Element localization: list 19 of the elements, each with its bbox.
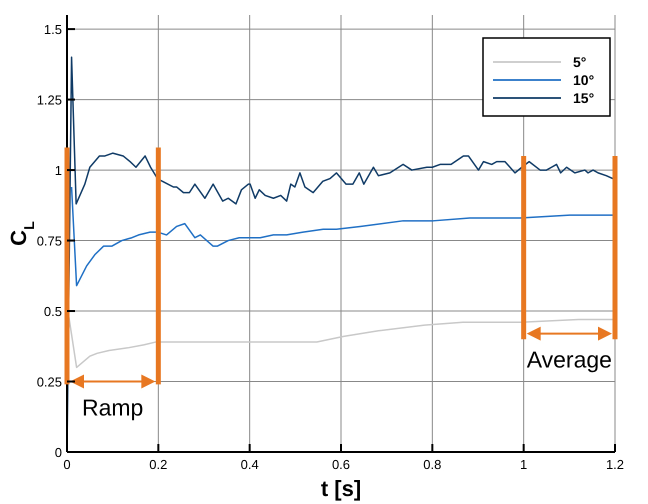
x-tick-label: 0.6	[332, 457, 350, 472]
x-tick-label: 0.2	[149, 457, 168, 472]
legend-label: 10°	[573, 72, 594, 88]
x-tick-label: 1.2	[606, 457, 624, 472]
y-tick-label: 0.75	[36, 234, 62, 249]
x-axis-title: t [s]	[320, 476, 362, 501]
x-tick-label: 1	[520, 457, 528, 472]
y-tick-label: 1	[54, 163, 62, 178]
x-tick-label: 0.4	[240, 457, 259, 472]
y-tick-label: 0.25	[36, 374, 62, 390]
annotation: Average	[526, 346, 612, 373]
y-tick-label: 0.5	[44, 304, 62, 320]
legend-label: 15°	[573, 90, 594, 106]
annotation: Ramp	[82, 394, 144, 421]
y-tick-label: 1.25	[36, 92, 62, 108]
legend-label: 5°	[573, 54, 586, 70]
x-tick-label: 0.8	[423, 457, 442, 472]
y-tick-label: 0	[54, 445, 62, 460]
y-tick-label: 1.5	[44, 22, 62, 38]
